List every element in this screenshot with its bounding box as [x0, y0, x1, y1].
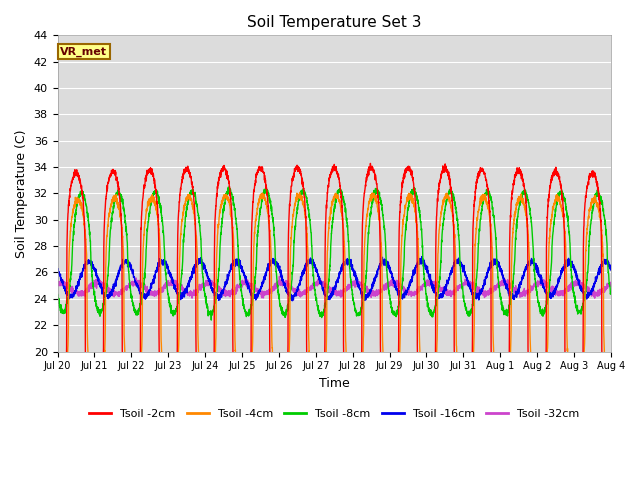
- Tsoil -8cm: [225, 184, 232, 190]
- Tsoil -4cm: [607, 396, 614, 401]
- Tsoil -32cm: [276, 274, 284, 279]
- Tsoil -2cm: [555, 171, 563, 177]
- Tsoil -2cm: [388, 420, 396, 426]
- Tsoil -16cm: [398, 296, 406, 301]
- Tsoil -16cm: [54, 267, 61, 273]
- Line: Tsoil -4cm: Tsoil -4cm: [58, 192, 611, 405]
- Tsoil -4cm: [398, 233, 406, 239]
- Tsoil -16cm: [607, 265, 614, 271]
- Tsoil -16cm: [208, 287, 216, 292]
- Tsoil -16cm: [607, 266, 614, 272]
- Tsoil -2cm: [350, 431, 358, 437]
- Tsoil -16cm: [172, 288, 180, 294]
- Tsoil -32cm: [208, 280, 216, 286]
- Tsoil -2cm: [208, 397, 216, 403]
- Tsoil -8cm: [388, 308, 396, 314]
- Line: Tsoil -8cm: Tsoil -8cm: [58, 187, 611, 320]
- Title: Soil Temperature Set 3: Soil Temperature Set 3: [247, 15, 422, 30]
- Tsoil -2cm: [172, 386, 180, 392]
- Tsoil -2cm: [54, 420, 61, 426]
- Y-axis label: Soil Temperature (C): Soil Temperature (C): [15, 129, 28, 258]
- Tsoil -4cm: [276, 402, 284, 408]
- Tsoil -16cm: [289, 298, 296, 304]
- Tsoil -32cm: [54, 281, 61, 287]
- Tsoil -4cm: [172, 379, 180, 384]
- Tsoil -8cm: [555, 191, 563, 196]
- Line: Tsoil -16cm: Tsoil -16cm: [58, 257, 611, 301]
- Tsoil -32cm: [607, 283, 614, 289]
- Tsoil -8cm: [172, 307, 180, 312]
- Legend: Tsoil -2cm, Tsoil -4cm, Tsoil -8cm, Tsoil -16cm, Tsoil -32cm: Tsoil -2cm, Tsoil -4cm, Tsoil -8cm, Tsoi…: [84, 405, 584, 423]
- Tsoil -2cm: [607, 421, 614, 427]
- Line: Tsoil -32cm: Tsoil -32cm: [58, 276, 611, 298]
- Tsoil -2cm: [398, 183, 406, 189]
- Tsoil -32cm: [607, 279, 614, 285]
- X-axis label: Time: Time: [319, 377, 349, 390]
- Tsoil -4cm: [54, 395, 61, 400]
- Tsoil -16cm: [388, 275, 396, 281]
- Tsoil -32cm: [555, 291, 563, 297]
- Tsoil -32cm: [398, 285, 406, 290]
- Tsoil -4cm: [607, 390, 614, 396]
- Tsoil -8cm: [207, 317, 215, 323]
- Tsoil -8cm: [398, 282, 406, 288]
- Tsoil -16cm: [418, 254, 426, 260]
- Tsoil -4cm: [296, 190, 303, 195]
- Tsoil -8cm: [607, 290, 614, 296]
- Line: Tsoil -2cm: Tsoil -2cm: [58, 163, 611, 434]
- Tsoil -32cm: [172, 278, 180, 284]
- Tsoil -4cm: [388, 399, 396, 405]
- Text: VR_met: VR_met: [60, 46, 108, 57]
- Tsoil -2cm: [607, 420, 614, 426]
- Tsoil -4cm: [208, 385, 216, 391]
- Tsoil -8cm: [209, 309, 216, 315]
- Tsoil -4cm: [555, 195, 563, 201]
- Tsoil -8cm: [607, 289, 614, 295]
- Tsoil -2cm: [367, 160, 374, 166]
- Tsoil -16cm: [555, 280, 563, 286]
- Tsoil -8cm: [54, 291, 61, 297]
- Tsoil -32cm: [591, 295, 598, 301]
- Tsoil -32cm: [388, 276, 396, 282]
